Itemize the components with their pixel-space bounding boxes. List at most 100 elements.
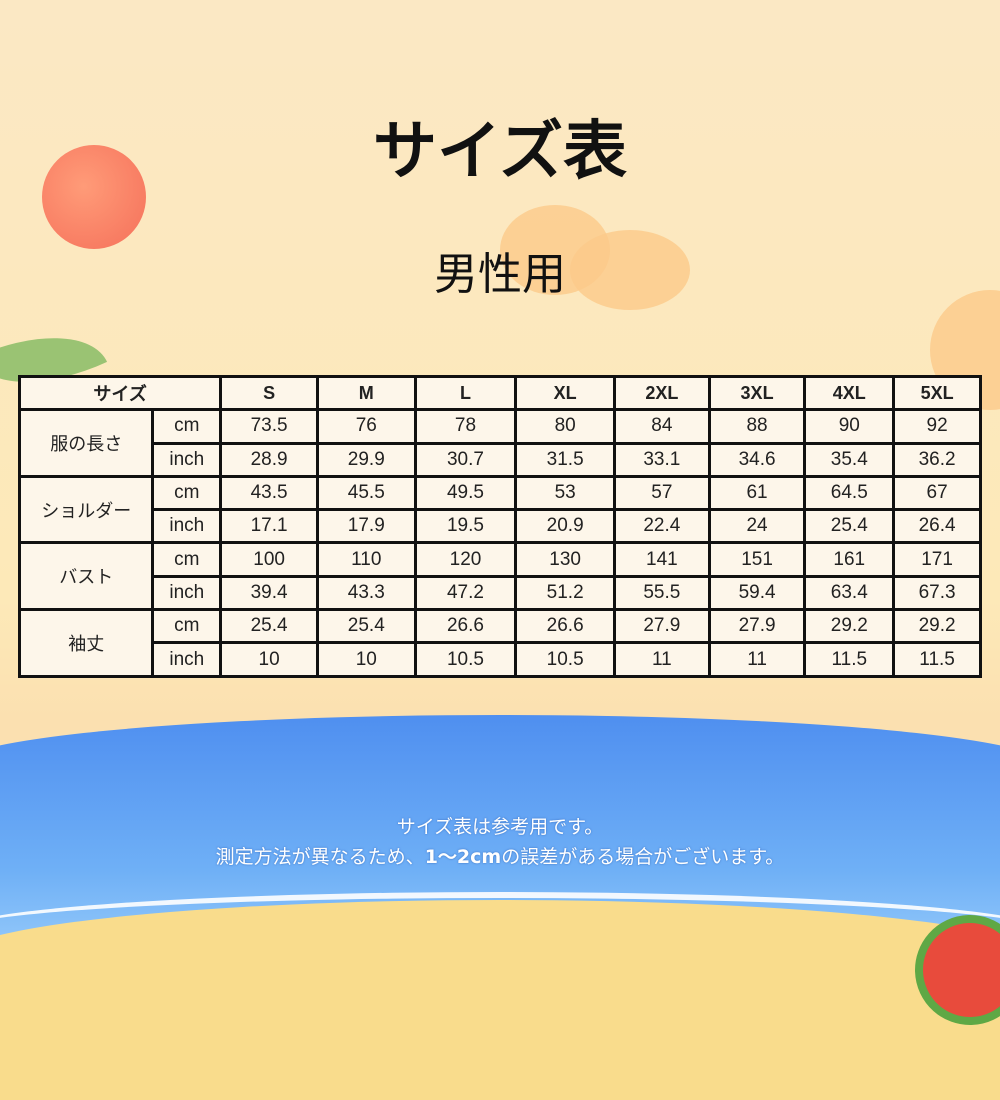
value-cell: 10.5 <box>413 641 518 678</box>
value-cell: 161 <box>803 541 896 578</box>
value-cell: 120 <box>413 541 518 578</box>
value-cell: 80 <box>514 408 616 445</box>
size-header: S <box>219 374 319 412</box>
size-header: M <box>315 374 417 412</box>
value-cell: 171 <box>892 541 982 578</box>
table-row: inch 10 10 10.5 10.5 11 11 11.5 11.5 <box>20 641 982 678</box>
table-row: inch 39.4 43.3 47.2 51.2 55.5 59.4 63.4 67.3 <box>20 574 982 612</box>
table-row: inch 17.1 17.9 19.5 20.9 22.4 24 25.4 26.4 <box>20 508 982 545</box>
value-cell: 130 <box>514 541 616 578</box>
value-cell: 67.3 <box>892 574 982 612</box>
size-header: L <box>413 374 518 412</box>
value-cell: 73.5 <box>219 408 319 445</box>
page-subtitle: 男性用 <box>434 249 566 300</box>
unit-label: inch <box>151 641 223 678</box>
value-cell: 100 <box>219 541 319 578</box>
measurement-label: ショルダー <box>17 474 155 545</box>
note-tolerance: 1〜2cm <box>424 846 502 868</box>
value-cell: 11 <box>707 641 807 678</box>
value-cell: 57 <box>613 474 711 512</box>
unit-label: cm <box>151 474 223 512</box>
note-line-1: サイズ表は参考用です。 <box>396 816 604 838</box>
corner-header: サイズ <box>17 374 223 412</box>
value-cell: 11 <box>613 641 711 678</box>
unit-label: inch <box>151 574 223 612</box>
unit-label: cm <box>151 541 223 578</box>
cloud-decoration <box>570 230 690 310</box>
value-cell: 29.2 <box>803 608 896 645</box>
value-cell: 43.5 <box>219 474 319 512</box>
value-cell: 26.4 <box>892 508 982 545</box>
value-cell: 67 <box>892 474 982 512</box>
value-cell: 11.5 <box>803 641 896 678</box>
value-cell: 63.4 <box>803 574 896 612</box>
value-cell: 39.4 <box>219 574 319 612</box>
value-cell: 53 <box>514 474 616 512</box>
value-cell: 25.4 <box>803 508 896 545</box>
table-row: ショルダー cm 43.5 45.5 49.5 53 57 61 64.5 67 <box>17 474 982 545</box>
value-cell: 51.2 <box>514 574 616 612</box>
value-cell: 29.2 <box>892 608 982 645</box>
value-cell: 110 <box>315 541 417 578</box>
value-cell: 22.4 <box>613 508 711 545</box>
value-cell: 78 <box>413 408 518 445</box>
value-cell: 61 <box>707 474 807 512</box>
wave-decoration <box>0 892 1000 932</box>
size-header: XL <box>514 374 616 412</box>
value-cell: 92 <box>892 408 982 445</box>
note-text: 測定方法が異なるため、 <box>215 846 425 868</box>
value-cell: 25.4 <box>315 608 417 645</box>
table-row: 服の長さ cm 73.5 76 78 80 84 88 90 92 <box>17 408 982 478</box>
value-cell: 90 <box>803 408 896 445</box>
page-title: サイズ表 <box>372 115 628 189</box>
value-cell: 33.1 <box>613 441 711 478</box>
note-text: の誤差がある場合がございます。 <box>501 846 785 868</box>
table-row: inch 28.9 29.9 30.7 31.5 33.1 34.6 35.4 36.2 <box>20 441 982 478</box>
value-cell: 47.2 <box>413 574 518 612</box>
value-cell: 10 <box>219 641 319 678</box>
value-cell: 19.5 <box>413 508 518 545</box>
unit-label: inch <box>151 508 223 545</box>
value-cell: 30.7 <box>413 441 518 478</box>
value-cell: 24 <box>707 508 807 545</box>
value-cell: 59.4 <box>707 574 807 612</box>
value-cell: 36.2 <box>892 441 982 478</box>
value-cell: 43.3 <box>315 574 417 612</box>
value-cell: 76 <box>315 408 417 445</box>
value-cell: 27.9 <box>707 608 807 645</box>
unit-label: cm <box>151 408 223 445</box>
value-cell: 45.5 <box>315 474 417 512</box>
table-row: バスト cm 100 110 120 130 141 151 161 171 <box>17 541 982 612</box>
sand-decoration <box>0 900 1000 1100</box>
measurement-label: 服の長さ <box>17 408 155 478</box>
disclaimer-note: サイズ表は参考用です。 測定方法が異なるため、1〜2cmの誤差がある場合がござい… <box>0 812 1000 872</box>
value-cell: 17.1 <box>219 508 319 545</box>
value-cell: 27.9 <box>613 608 711 645</box>
value-cell: 17.9 <box>315 508 417 545</box>
table-row: 袖丈 cm 25.4 25.4 26.6 26.6 27.9 27.9 29.2 29.2 <box>17 608 982 678</box>
value-cell: 10 <box>315 641 417 678</box>
value-cell: 34.6 <box>707 441 807 478</box>
measurement-label: バスト <box>17 541 155 612</box>
size-header: 5XL <box>892 374 982 412</box>
value-cell: 11.5 <box>892 641 982 678</box>
size-header: 2XL <box>613 374 711 412</box>
value-cell: 141 <box>613 541 711 578</box>
sun-decoration <box>42 145 146 249</box>
value-cell: 10.5 <box>514 641 616 678</box>
value-cell: 35.4 <box>803 441 896 478</box>
size-table: サイズ S M L XL 2XL 3XL 4XL 5XL 服の長さ cm 73.5 76 78 80 84 88… <box>17 374 982 678</box>
value-cell: 28.9 <box>219 441 319 478</box>
header-row: サイズ S M L XL 2XL 3XL 4XL 5XL <box>17 374 982 412</box>
value-cell: 20.9 <box>514 508 616 545</box>
value-cell: 31.5 <box>514 441 616 478</box>
unit-label: inch <box>151 441 223 478</box>
value-cell: 26.6 <box>413 608 518 645</box>
size-header: 3XL <box>707 374 807 412</box>
value-cell: 49.5 <box>413 474 518 512</box>
value-cell: 88 <box>707 408 807 445</box>
value-cell: 29.9 <box>315 441 417 478</box>
value-cell: 26.6 <box>514 608 616 645</box>
note-line-2: 測定方法が異なるため、1〜2cmの誤差がある場合がございます。 <box>0 842 1000 872</box>
value-cell: 151 <box>707 541 807 578</box>
